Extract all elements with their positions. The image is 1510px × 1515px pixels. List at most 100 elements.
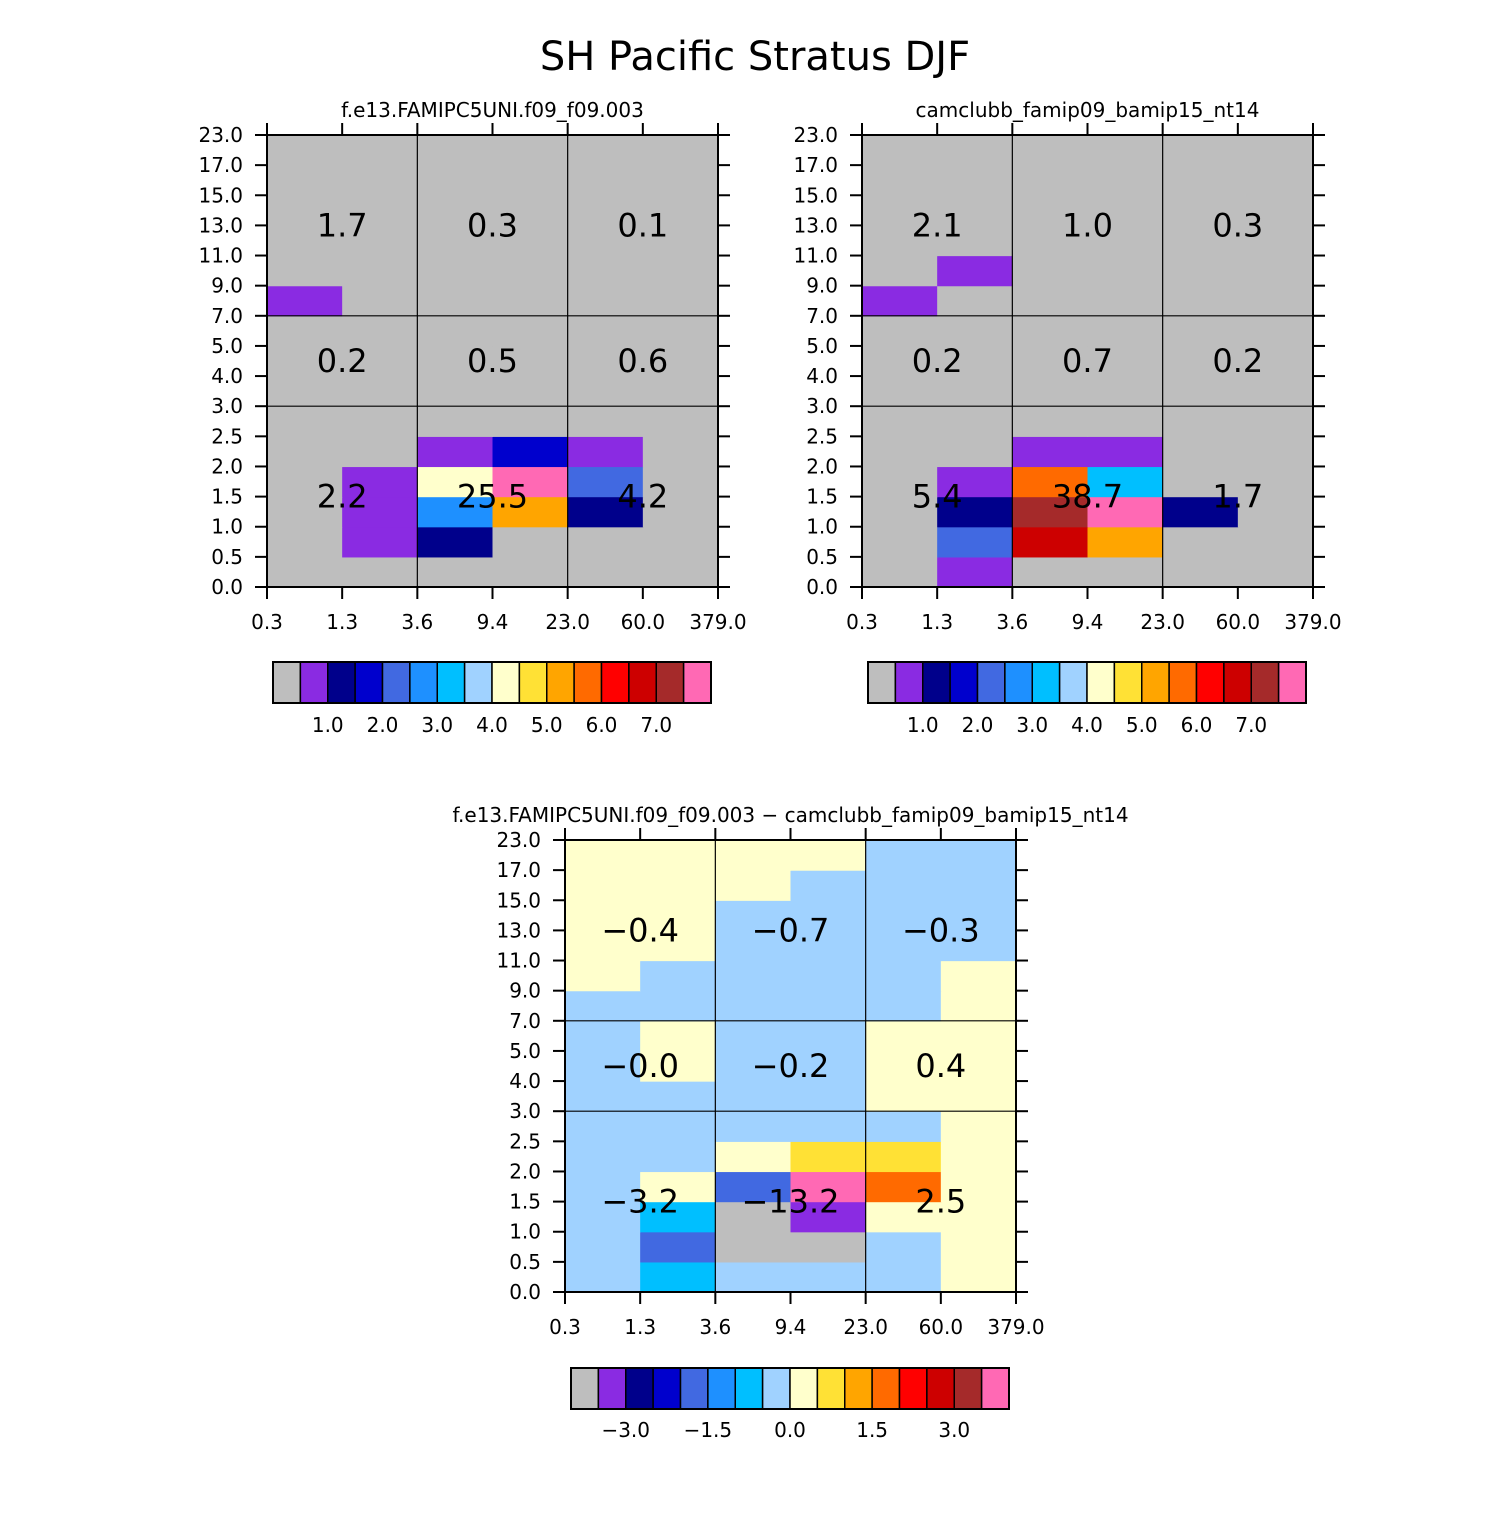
x-tick-label: 9.4 xyxy=(775,1315,807,1339)
heatmap-cell xyxy=(1012,195,1089,226)
heatmap-cell xyxy=(492,225,569,257)
colorbar-swatch xyxy=(655,661,685,704)
heatmap-cell xyxy=(267,406,343,437)
colorbar-swatch xyxy=(1195,661,1225,704)
heatmap-cell xyxy=(790,1111,867,1142)
heatmap-cell xyxy=(1237,195,1314,226)
heatmap-cell xyxy=(417,315,494,347)
colorbar-swatch xyxy=(1058,661,1088,704)
heatmap-cell xyxy=(940,1020,1017,1052)
group-sum-label: −0.0 xyxy=(601,1047,679,1085)
y-tick-label: 0.5 xyxy=(806,545,838,569)
colorbar-swatch xyxy=(628,661,658,704)
heatmap-cell xyxy=(567,466,644,498)
heatmap-cell xyxy=(715,1231,792,1263)
y-tick-label: 5.0 xyxy=(806,334,838,358)
colorbar-swatch xyxy=(953,1367,983,1410)
heatmap-cell xyxy=(492,466,569,498)
group-sum-label: 38.7 xyxy=(1052,478,1123,516)
heatmap-cell xyxy=(417,345,494,377)
heatmap-cell xyxy=(862,255,938,287)
heatmap-cell xyxy=(865,1231,942,1263)
heatmap-cell xyxy=(267,315,343,347)
heatmap-cell xyxy=(342,135,418,166)
heatmap-cell xyxy=(715,1020,792,1052)
y-tick-label: 1.5 xyxy=(509,1190,541,1214)
heatmap-cell xyxy=(492,496,569,528)
x-tick-label: 60.0 xyxy=(919,1315,964,1339)
y-tick-label: 3.0 xyxy=(806,394,838,418)
heatmap-cell xyxy=(790,840,867,871)
heatmap-cell xyxy=(1162,195,1239,226)
heatmap-cell xyxy=(1087,556,1164,588)
heatmap-cell xyxy=(567,436,644,468)
heatmap-cell xyxy=(940,900,1017,931)
heatmap-cell xyxy=(1012,255,1089,287)
heatmap-cell xyxy=(342,165,418,196)
heatmap-cell xyxy=(267,135,343,166)
heatmap-cell xyxy=(715,1171,792,1203)
heatmap-cell xyxy=(937,195,1013,226)
heatmap-cell xyxy=(1237,345,1314,377)
y-tick-label: 15.0 xyxy=(496,888,541,912)
colorbar-swatch xyxy=(922,661,951,704)
y-tick-label: 0.5 xyxy=(211,545,243,569)
heatmap-cell xyxy=(567,526,644,558)
x-tick-label: 60.0 xyxy=(1216,610,1261,634)
y-tick-label: 5.0 xyxy=(509,1039,541,1063)
heatmap-cell xyxy=(567,165,644,196)
heatmap-cell xyxy=(417,436,494,468)
colorbar-label: 2.0 xyxy=(367,713,399,737)
heatmap-cell xyxy=(565,1171,641,1203)
heatmap-cell xyxy=(1012,496,1089,528)
y-tick-label: 9.0 xyxy=(211,274,243,298)
colorbar-label: 7.0 xyxy=(640,713,672,737)
group-sum-label: 2.2 xyxy=(317,478,368,516)
heatmap-cell xyxy=(1162,315,1239,347)
heatmap-cell xyxy=(1162,436,1239,468)
x-tick-label: 0.3 xyxy=(846,610,878,634)
y-tick-label: 0.0 xyxy=(509,1280,541,1304)
heatmap-cell xyxy=(937,556,1013,588)
heatmap-cell xyxy=(790,1081,867,1112)
y-tick-label: 15.0 xyxy=(198,183,243,207)
heatmap-cell xyxy=(715,1261,792,1293)
colorbar-label: 6.0 xyxy=(586,713,618,737)
heatmap-cell xyxy=(937,466,1013,498)
heatmap-cell xyxy=(342,285,418,317)
heatmap-cell xyxy=(862,376,938,407)
heatmap-cell xyxy=(565,840,641,871)
y-tick-label: 11.0 xyxy=(198,244,243,268)
heatmap-cell xyxy=(1162,406,1239,437)
heatmap-cell xyxy=(567,345,644,377)
heatmap-cell xyxy=(940,1141,1017,1173)
heatmap-cell xyxy=(267,345,343,377)
heatmap-cell xyxy=(567,225,644,257)
heatmap-cell xyxy=(1237,315,1314,347)
x-tick-label: 3.6 xyxy=(996,610,1028,634)
x-tick-label: 3.6 xyxy=(699,1315,731,1339)
x-tick-label: 23.0 xyxy=(545,610,590,634)
group-sum-label: −0.4 xyxy=(601,911,679,949)
heatmap-cell xyxy=(492,135,569,166)
group-sum-label: 0.2 xyxy=(317,342,368,380)
heatmap-cell xyxy=(565,870,641,901)
colorbar-swatch xyxy=(518,661,548,704)
heatmap-cell xyxy=(640,1261,716,1293)
heatmap-cell xyxy=(937,225,1013,257)
colorbar-swatch xyxy=(600,661,630,704)
heatmap-cell xyxy=(642,195,719,226)
heatmap-cell xyxy=(417,195,494,226)
group-sum-label: 2.5 xyxy=(915,1183,966,1221)
heatmap-cell xyxy=(642,376,719,407)
y-tick-label: 17.0 xyxy=(496,858,541,882)
heatmap-cell xyxy=(1087,195,1164,226)
heatmap-cell xyxy=(567,496,644,528)
heatmap-cell xyxy=(862,466,938,498)
heatmap-cell xyxy=(640,930,716,962)
heatmap-cell xyxy=(1012,315,1089,347)
heatmap-cell xyxy=(417,556,494,588)
heatmap-cell xyxy=(865,1141,942,1173)
colorbar-label: 5.0 xyxy=(531,713,563,737)
y-tick-label: 2.5 xyxy=(806,424,838,448)
